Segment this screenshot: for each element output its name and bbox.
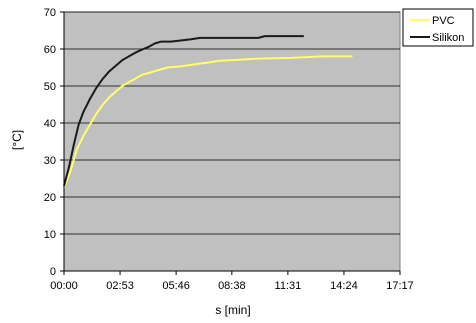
y-tick-label: 20 xyxy=(44,192,56,204)
y-tick-label: 40 xyxy=(44,118,56,130)
y-tick-label: 60 xyxy=(44,44,56,56)
x-axis-title: s [min] xyxy=(215,303,250,317)
x-tick-label: 11:31 xyxy=(275,280,302,292)
x-tick-label: 14:24 xyxy=(330,280,358,292)
legend-label-pvc: PVC xyxy=(432,15,455,27)
y-axis-title: [°C] xyxy=(10,130,24,150)
x-tick-label: 17:17 xyxy=(386,280,414,292)
x-tick-label: 08:38 xyxy=(218,280,246,292)
y-tick-label: 30 xyxy=(44,155,56,167)
x-tick-label: 05:46 xyxy=(162,280,190,292)
legend-label-silikon: Silikon xyxy=(432,32,464,44)
legend: PVC Silikon xyxy=(403,9,473,46)
y-tick-label: 70 xyxy=(44,7,56,19)
y-tick-label: 0 xyxy=(50,266,56,278)
x-tick-label: 02:53 xyxy=(106,280,134,292)
y-tick-label: 50 xyxy=(44,81,56,93)
y-tick-label: 10 xyxy=(44,229,56,241)
plot-area xyxy=(64,12,400,271)
x-tick-label: 00:00 xyxy=(50,280,78,292)
